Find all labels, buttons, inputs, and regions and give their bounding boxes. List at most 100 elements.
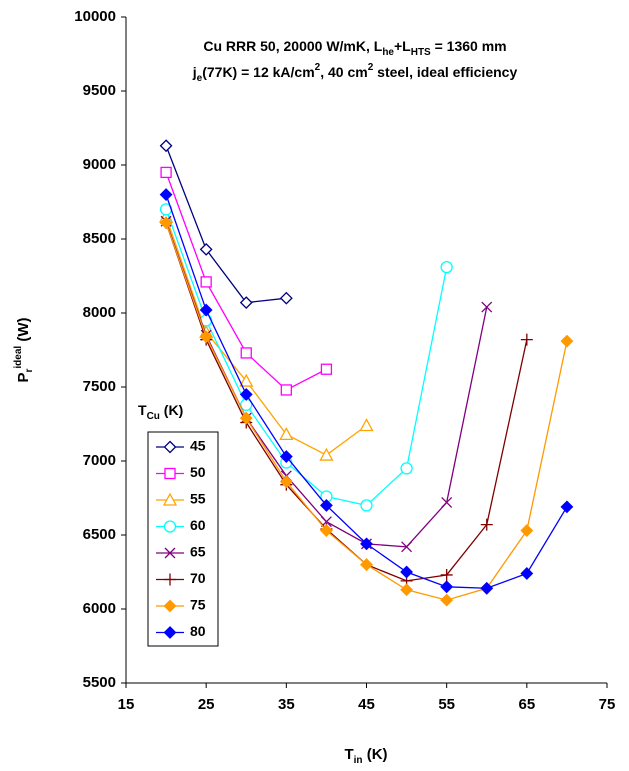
series-line — [165, 222, 528, 582]
legend-marker — [164, 573, 176, 586]
point — [520, 333, 533, 346]
x-tick-label: 35 — [278, 696, 295, 713]
point — [520, 567, 534, 580]
annotation: je(77K) = 12 kA/cm2, 40 cm2 steel, ideal… — [192, 62, 518, 84]
point — [359, 418, 374, 432]
point — [440, 568, 453, 581]
point — [279, 291, 293, 305]
legend-marker — [163, 520, 177, 533]
y-axis-label: Prideal (W) — [13, 317, 35, 382]
series-line — [165, 216, 367, 456]
point — [279, 475, 293, 489]
point — [360, 537, 373, 551]
point — [360, 499, 373, 512]
point — [440, 260, 453, 274]
point — [199, 330, 213, 344]
point — [239, 411, 253, 425]
text-piece: (K) — [363, 746, 388, 763]
point — [199, 242, 213, 256]
legend-marker — [163, 440, 177, 454]
point — [401, 541, 413, 553]
series-line — [165, 145, 287, 304]
legend-title: TCu (K) — [138, 402, 183, 422]
point — [239, 296, 253, 310]
y-tick-label: 6500 — [83, 526, 116, 543]
point — [159, 188, 173, 202]
legend-label: 55 — [190, 491, 206, 507]
legend-marker — [163, 599, 177, 613]
text-piece: , 40 cm — [320, 64, 367, 80]
point — [319, 498, 333, 512]
x-axis-label: Tin (K) — [344, 746, 387, 766]
point — [239, 387, 253, 401]
text-piece: in — [354, 755, 363, 766]
text-piece: he — [382, 47, 394, 58]
point — [280, 384, 292, 396]
series-line — [165, 209, 448, 507]
text-piece: +L — [394, 38, 411, 54]
y-tick-label: 5500 — [83, 674, 116, 691]
point — [560, 500, 574, 514]
text-piece: r — [24, 369, 35, 373]
point — [480, 518, 493, 531]
point — [159, 139, 173, 153]
point — [239, 373, 254, 387]
text-piece: ideal — [13, 346, 24, 369]
y-tick-label: 10000 — [74, 8, 116, 25]
text-piece: = 1360 mm — [431, 38, 507, 54]
point — [240, 347, 252, 359]
text-piece: 2 — [315, 62, 321, 73]
legend-label: 60 — [190, 517, 206, 533]
text-piece: Cu — [147, 411, 160, 422]
point — [200, 276, 212, 288]
text-piece: T — [138, 402, 147, 418]
text-piece: P — [15, 373, 32, 383]
point — [319, 524, 333, 537]
legend-marker — [164, 467, 176, 480]
legend-label: 75 — [190, 597, 206, 613]
y-tick-label: 8500 — [83, 230, 116, 247]
point — [279, 427, 294, 441]
point — [320, 363, 333, 375]
x-tick-label: 55 — [438, 696, 455, 713]
legend-marker — [163, 626, 177, 639]
point — [481, 301, 493, 313]
text-piece: j — [192, 64, 197, 80]
point — [159, 216, 173, 230]
point — [400, 583, 414, 597]
y-tick-label: 8000 — [83, 304, 116, 321]
annotation: Cu RRR 50, 20000 W/mK, Lhe+LHTS = 1360 m… — [203, 38, 506, 58]
legend-label: 50 — [190, 464, 206, 480]
text-piece: (77K) = 12 kA/cm — [202, 64, 314, 80]
point — [160, 166, 172, 179]
y-tick-label: 7000 — [83, 452, 116, 469]
y-tick-label: 6000 — [83, 600, 116, 617]
legend-box — [147, 431, 219, 647]
point — [400, 462, 413, 475]
point — [441, 496, 453, 508]
y-tick-label: 7500 — [83, 378, 116, 395]
text-piece: (W) — [15, 317, 32, 345]
point — [279, 450, 293, 463]
y-tick-label: 9000 — [83, 156, 116, 173]
point — [440, 593, 454, 607]
text-piece: e — [197, 73, 203, 84]
point — [400, 565, 414, 579]
x-tick-label: 25 — [198, 696, 215, 713]
y-tick-label: 9500 — [83, 82, 116, 99]
x-tick-label: 65 — [518, 696, 535, 713]
text-piece: steel, ideal efficiency — [373, 64, 517, 80]
series-line — [165, 194, 568, 589]
legend-label: 70 — [190, 570, 206, 586]
point — [480, 581, 494, 595]
text-piece: Cu RRR 50, 20000 W/mK, L — [203, 38, 382, 54]
legend-label: 80 — [190, 623, 206, 639]
x-tick-label: 75 — [599, 696, 616, 713]
legend-label: 65 — [190, 544, 206, 560]
text-piece: T — [344, 746, 353, 763]
text-piece: HTS — [411, 47, 431, 58]
legend-label: 45 — [190, 438, 206, 454]
point — [360, 558, 373, 572]
point — [199, 303, 213, 317]
